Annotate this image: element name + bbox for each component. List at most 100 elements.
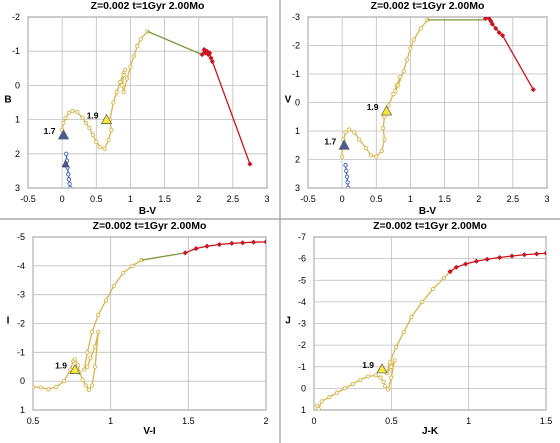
chart-title: Z=0.002 t=1Gyr 2.00Mo [93,220,207,232]
data-point [382,137,387,142]
data-point [344,168,349,174]
x-axis-label: J-K [422,426,439,437]
x-axis-label: B-V [139,206,157,217]
y-tick-label: 3 [295,183,300,193]
data-point [61,379,67,384]
data-point [408,46,413,51]
data-point [54,384,59,390]
data-layer [33,239,266,392]
data-point [111,283,116,289]
data-point [391,91,396,97]
y-tick-label: -1 [17,347,25,357]
y-tick-label: 3 [15,183,20,193]
data-point [33,384,36,390]
data-point [453,264,459,270]
x-tick-label: 1.5 [438,194,451,204]
data-point [484,256,490,262]
y-tick-label: 2 [295,155,300,165]
data-point [430,286,436,292]
chart-panel-2: -0.5 0 0.5 1 1.5 2 2.5 3 -3 -2 -1 0 1 2 3 Z=0.002 t=1Gy… [285,0,550,217]
data-point [87,125,92,131]
data-point [97,144,102,150]
data-point [420,299,425,305]
data-point [82,367,87,372]
data-point [106,137,111,143]
data-point [61,120,66,126]
chart-title: Z=0.002 t=1Gyr 2.00Mo [91,0,205,12]
y-axis-label: J [285,316,291,327]
data-point [68,185,73,188]
x-tick-label: 0 [340,194,345,204]
data-point [509,253,515,259]
data-point [382,114,387,119]
data-point [204,243,210,249]
data-point [392,358,397,363]
data-point [38,385,43,390]
y-tick-label: -3 [292,12,300,22]
data-point [85,364,90,369]
data-point [67,181,72,187]
y-axis-label: I [7,316,10,327]
y-axis-label: B [4,95,11,106]
data-point [441,275,447,281]
data-point [64,151,69,156]
data-point [94,139,99,144]
y-tick-label: -6 [298,254,306,264]
data-point [109,127,114,133]
data-point [346,127,352,132]
y-tick-label: -2 [17,319,25,329]
data-point [379,148,384,154]
data-point [357,137,362,142]
x-tick-label: 1.5 [158,194,171,204]
data-point [314,403,320,408]
series-line [147,30,203,56]
data-point [543,250,546,256]
x-tick-label: 3 [544,194,549,204]
data-point [365,374,371,379]
x-tick-label: 2.5 [507,194,520,204]
mass-marker [100,113,113,124]
x-tick-label: 3 [264,194,269,204]
data-point [120,270,126,276]
data-point [193,245,199,252]
data-point [339,154,345,159]
data-point [89,383,95,388]
mass-marker [69,363,81,374]
data-point [66,110,72,115]
series-line [449,252,546,273]
triangle-marker [61,159,70,168]
data-point [128,64,133,69]
x-tick-label: 2 [476,194,481,204]
y-tick-label: -2 [12,12,20,22]
mass-marker [338,139,350,150]
y-tick-label: 0 [15,80,20,90]
data-point [389,375,394,380]
y-tick-label: -5 [17,232,25,242]
mass-marker [376,363,388,374]
data-point [496,254,503,261]
data-point [88,355,93,361]
mass-marker-label: 1.9 [362,360,374,370]
data-point [327,394,332,400]
data-point [120,83,125,88]
data-point [352,130,357,135]
data-point [387,360,392,365]
y-tick-label: 0 [295,98,300,108]
data-point [130,263,135,268]
data-point [96,312,101,318]
data-point [404,57,410,62]
y-tick-label: -2 [292,41,300,51]
data-point [80,377,85,382]
data-point [131,54,136,59]
data-point [345,180,350,185]
data-point [206,50,213,56]
data-point [398,74,403,80]
data-point [92,344,98,349]
x-axis-label: V-I [143,426,155,437]
data-point [358,377,363,382]
y-tick-label: 0 [20,376,25,386]
data-point [462,261,469,267]
data-point [124,76,130,81]
